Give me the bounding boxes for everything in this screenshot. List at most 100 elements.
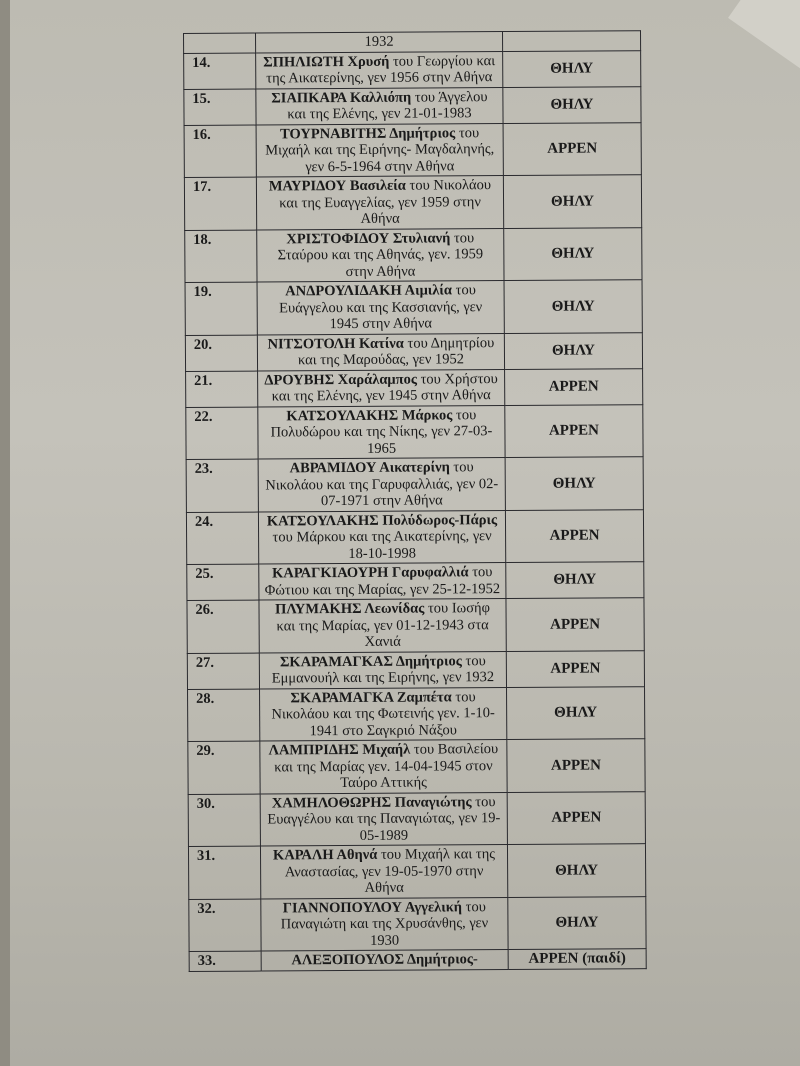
persons-table: 1932 14. ΣΠΗΛΙΩΤΗ Χρυσή του Γεωργίου και…: [183, 30, 647, 971]
row-sex: ΘΗΛΥ: [502, 50, 641, 88]
table-row: 14. ΣΠΗΛΙΩΤΗ Χρυσή του Γεωργίου και της …: [183, 50, 641, 89]
row-description: 1932: [255, 31, 503, 53]
row-description: ΑΝΔΡΟΥΛΙΔΑΚΗ Αιμιλία του Ευάγγελου και τ…: [257, 280, 505, 335]
row-number: 20.: [185, 334, 258, 371]
row-number: 27.: [187, 652, 260, 689]
row-number: 21.: [185, 370, 258, 407]
paper-corner: [728, 0, 800, 70]
row-sex: ΘΗΛΥ: [505, 456, 644, 511]
table-row: 32. ΓΙΑΝΝΟΠΟΥΛΟΥ Αγγελική του Παναγιώτη …: [188, 896, 647, 952]
row-sex: ΑΡΡΕΝ: [505, 509, 644, 563]
row-number: 24.: [186, 511, 259, 565]
table-row: 15. ΣΙΑΠΚΑΡΑ Καλλιόπη του Άγγελου και τη…: [183, 86, 642, 125]
person-name: ΓΙΑΝΝΟΠΟΥΛΟΥ Αγγελική: [282, 898, 463, 916]
row-sex: ΑΡΡΕΝ: [503, 122, 642, 176]
table-row: 23. ΑΒΡΑΜΙΔΟΥ Αικατερίνη του Νικολάου κα…: [186, 456, 644, 512]
person-name: ΑΒΡΑΜΙΔΟΥ Αικατερίνη: [289, 459, 450, 477]
table-row: 21. ΔΡΟΥΒΗΣ Χαράλαμπος του Χρήστου και τ…: [185, 368, 643, 407]
row-sex: ΑΡΡΕΝ: [506, 738, 646, 793]
row-description: ΧΡΙΣΤΟΦΙΔΟΥ Στυλιανή του Σταύρου και της…: [256, 228, 505, 283]
row-sex: ΘΗΛΥ: [506, 686, 645, 740]
row-number: 28.: [187, 688, 260, 742]
row-description: ΣΚΑΡΑΜΑΓΚΑ Ζαμπέτα του Νικολάου και της …: [259, 687, 507, 742]
person-name: ΛΑΜΠΡΙΔΗΣ Μιχαήλ: [268, 741, 411, 759]
row-description: ΠΛΥΜΑΚΗΣ Λεωνίδας του Ιωσήφ και της Μαρί…: [258, 598, 507, 653]
row-sex: ΘΗΛΥ: [504, 332, 643, 370]
row-description: ΜΑΥΡΙΔΟΥ Βασιλεία του Νικολάου και της Ε…: [256, 175, 504, 230]
row-sex: ΑΡΡΕΝ: [504, 404, 644, 458]
table-row: 16. ΤΟΥΡΝΑΒΙΤΗΣ Δημήτριος του Μιχαήλ και…: [184, 122, 642, 178]
person-name: ΚΑΤΣΟΥΛΑΚΗΣ Πολύδωρος-Πάρις: [266, 511, 498, 529]
row-number: [183, 33, 256, 53]
row-sex: ΘΗΛΥ: [502, 86, 642, 124]
row-description: ΚΑΤΣΟΥΛΑΚΗΣ Μάρκος του Πολυδώρου και της…: [257, 405, 506, 460]
person-name: ΚΑΡΑΓΚΙΑΟΥΡΗ Γαρυφαλλιά: [272, 564, 469, 582]
person-name: ΑΛΕΞΟΠΟΥΛΟΣ Δημήτριος-: [291, 951, 478, 969]
row-sex: ΘΗΛΥ: [505, 561, 644, 599]
row-sex: ΑΡΡΕΝ: [506, 650, 645, 688]
person-name: ΤΟΥΡΝΑΒΙΤΗΣ Δημήτριος: [279, 124, 456, 142]
person-name: ΣΠΗΛΙΩΤΗ Χρυσή: [263, 53, 390, 71]
person-name: ΝΙΤΣΟΤΟΛΗ Κατίνα: [267, 335, 404, 352]
table-row: 24. ΚΑΤΣΟΥΛΑΚΗΣ Πολύδωρος-Πάρις του Μάρκ…: [186, 509, 644, 565]
row-description: ΧΑΜΗΛΟΘΩΡΗΣ Παναγιώτης του Ευαγγέλου και…: [260, 792, 508, 847]
table-row: 33. ΑΛΕΞΟΠΟΥΛΟΣ Δημήτριος- ΑΡΡΕΝ (παιδί): [189, 948, 647, 971]
row-number: 19.: [185, 282, 258, 335]
row-description: ΑΒΡΑΜΙΔΟΥ Αικατερίνη του Νικολάου και τη…: [258, 457, 506, 512]
person-name: ΣΚΑΡΑΜΑΓΚΑ Ζαμπέτα: [290, 688, 452, 706]
row-sex: ΘΗΛΥ: [504, 279, 643, 334]
row-sex: ΘΗΛΥ: [507, 843, 646, 898]
row-number: 26.: [186, 600, 260, 653]
table-row: 17. ΜΑΥΡΙΔΟΥ Βασιλεία του Νικολάου και τ…: [184, 174, 642, 230]
row-number: 29.: [187, 741, 261, 794]
row-number: 25.: [186, 564, 259, 601]
person-name: ΜΑΥΡΙΔΟΥ Βασιλεία: [268, 177, 406, 195]
row-description: ΚΑΡΑΛΗ Αθηνά του Μιχαήλ και της Αναστασί…: [260, 844, 508, 899]
row-description: ΝΙΤΣΟΤΟΛΗ Κατίνα του Δημητρίου και της Μ…: [257, 333, 505, 371]
table-row: 26. ΠΛΥΜΑΚΗΣ Λεωνίδας του Ιωσήφ και της …: [186, 597, 645, 653]
row-description: ΛΑΜΠΡΙΔΗΣ Μιχαήλ του Βασιλείου και της Μ…: [259, 739, 508, 794]
row-description: ΚΑΤΣΟΥΛΑΚΗΣ Πολύδωρος-Πάρις του Μάρκου κ…: [258, 510, 506, 565]
table-row: 27. ΣΚΑΡΑΜΑΓΚΑΣ Δημήτριος του Εμμανουήλ …: [187, 650, 645, 689]
row-number: 23.: [186, 459, 259, 512]
row-description: ΑΛΕΞΟΠΟΥΛΟΣ Δημήτριος-: [261, 949, 509, 971]
row-description: ΣΙΑΠΚΑΡΑ Καλλιόπη του Άγγελου και της Ελ…: [255, 87, 504, 125]
row-number: 33.: [189, 951, 262, 971]
person-name: ΣΙΑΠΚΑΡΑ Καλλιόπη: [271, 89, 412, 106]
person-name: ΣΚΑΡΑΜΑΓΚΑΣ Δημήτριος: [279, 652, 462, 670]
row-number: 18.: [184, 229, 258, 283]
person-name: ΚΑΡΑΛΗ Αθηνά: [272, 846, 378, 864]
table-row: 22. ΚΑΤΣΟΥΛΑΚΗΣ Μάρκος του Πολυδώρου και…: [185, 404, 644, 460]
row-number: 15.: [183, 88, 257, 125]
table-row: 25. ΚΑΡΑΓΚΙΑΟΥΡΗ Γαρυφαλλιά του Φώτιου κ…: [186, 561, 644, 601]
document-page: [10, 0, 800, 1066]
row-sex: ΑΡΡΕΝ (παιδί): [508, 948, 647, 970]
row-description: ΣΠΗΛΙΩΤΗ Χρυσή του Γεωργίου και της Αικα…: [255, 51, 503, 89]
row-description: ΓΙΑΝΝΟΠΟΥΛΟΥ Αγγελική του Παναγιώτη και …: [260, 897, 509, 952]
row-number: 32.: [188, 898, 262, 952]
row-number: 31.: [188, 846, 261, 899]
row-sex: ΘΗΛΥ: [503, 174, 642, 229]
row-sex: ΘΗΛΥ: [507, 896, 647, 950]
person-name: ΔΡΟΥΒΗΣ Χαράλαμπος: [264, 371, 417, 389]
row-number: 30.: [188, 793, 261, 847]
row-number: 22.: [185, 406, 259, 460]
table-row: 31. ΚΑΡΑΛΗ Αθηνά του Μιχαήλ και της Ανασ…: [188, 843, 646, 899]
table-row: 20. ΝΙΤΣΟΤΟΛΗ Κατίνα του Δημητρίου και τ…: [185, 332, 643, 371]
row-sex: ΘΗΛΥ: [503, 227, 643, 281]
row-sex: ΑΡΡΕΝ: [505, 597, 645, 652]
table-row: 29. ΛΑΜΠΡΙΔΗΣ Μιχαήλ του Βασιλείου και τ…: [187, 738, 646, 794]
row-number: 14.: [183, 52, 256, 89]
row-sex: [502, 30, 641, 52]
person-name: ΠΛΥΜΑΚΗΣ Λεωνίδας: [275, 600, 425, 618]
row-description: ΣΚΑΡΑΜΑΓΚΑΣ Δημήτριος του Εμμανουήλ και …: [259, 651, 507, 689]
row-description: ΔΡΟΥΒΗΣ Χαράλαμπος του Χρήστου και της Ε…: [257, 369, 505, 407]
row-sex: ΑΡΡΕΝ: [507, 791, 646, 845]
person-name: ΚΑΤΣΟΥΛΑΚΗΣ Μάρκος: [286, 406, 453, 424]
row-sex: ΑΡΡΕΝ: [504, 368, 643, 406]
row-number: 16.: [184, 124, 257, 178]
person-name: ΧΑΜΗΛΟΘΩΡΗΣ Παναγιώτης: [271, 793, 472, 811]
person-name: ΑΝΔΡΟΥΛΙΔΑΚΗ Αιμιλία: [285, 282, 453, 300]
row-description: ΚΑΡΑΓΚΙΑΟΥΡΗ Γαρυφαλλιά του Φώτιου και τ…: [258, 562, 506, 601]
table-row: 19. ΑΝΔΡΟΥΛΙΔΑΚΗ Αιμιλία του Ευάγγελου κ…: [185, 279, 643, 335]
